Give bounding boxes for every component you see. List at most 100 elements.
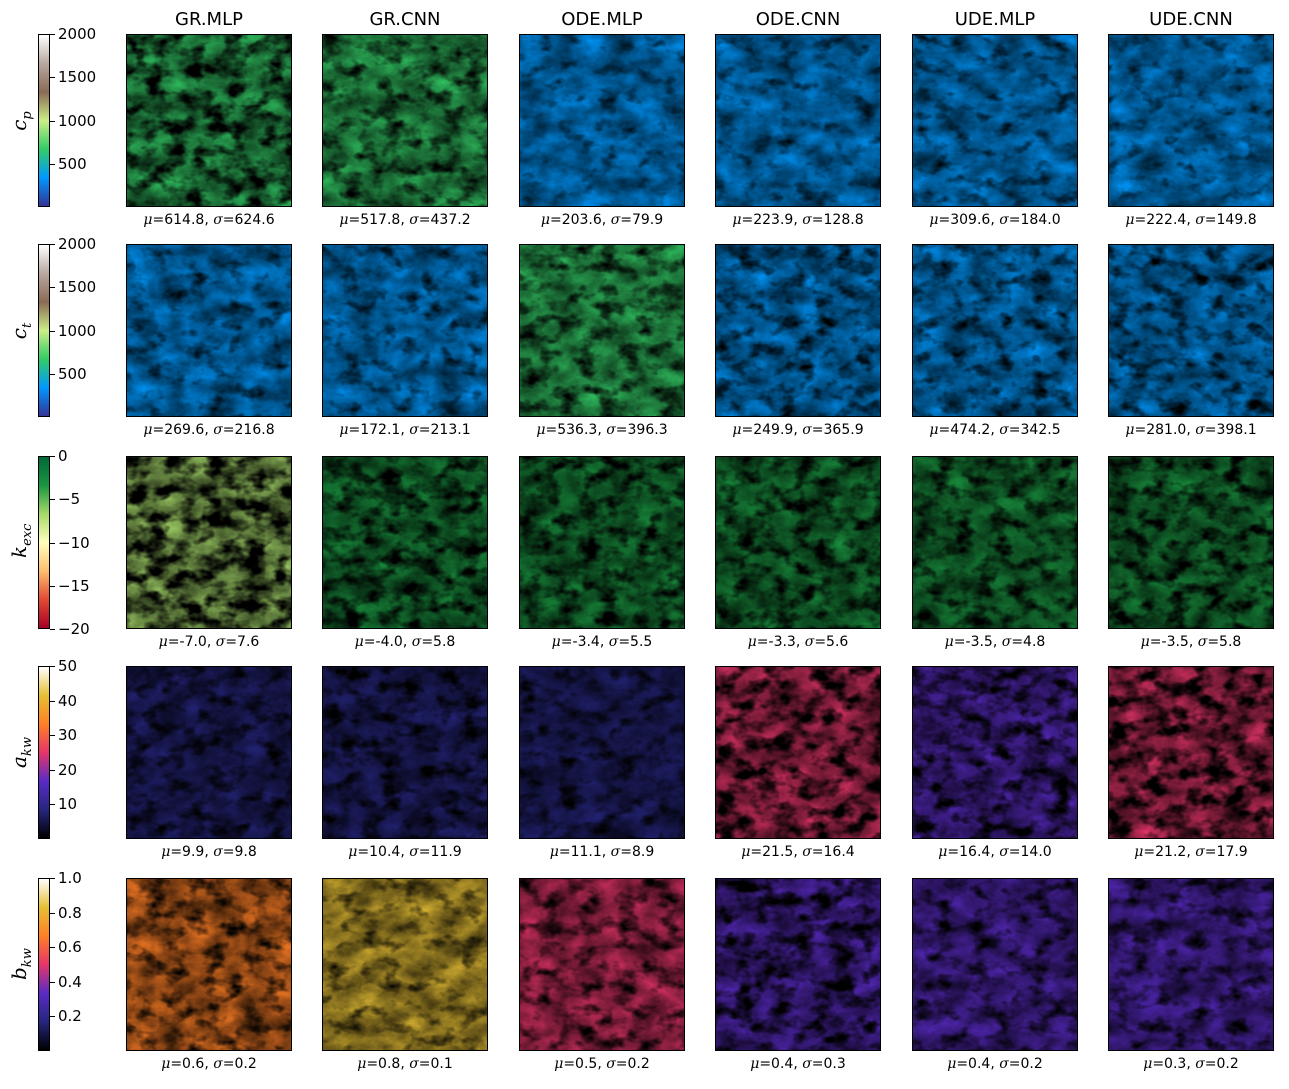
std-value: 149.8 — [1216, 212, 1257, 228]
colorbar-tick: 20 — [50, 760, 77, 780]
mean-value: -4.0 — [375, 634, 403, 650]
row-label: kexc — [7, 523, 35, 558]
stat-label: μ=614.8, σ=624.6 — [143, 212, 275, 228]
colorbar-tick: 0 — [50, 446, 68, 466]
stat-label: μ=-3.5, σ=5.8 — [1140, 634, 1242, 650]
heatmap-panel — [519, 244, 685, 417]
heatmap-panel — [519, 666, 685, 839]
row-label: cp — [7, 106, 35, 136]
heatmap-panel — [715, 878, 881, 1051]
stat-label: μ=0.4, σ=0.2 — [947, 1056, 1043, 1072]
colorbar-tick-label: −20 — [58, 620, 90, 638]
column-title: UDE.MLP — [954, 9, 1036, 30]
mean-value: 249.9 — [753, 422, 794, 438]
row-label-sub: exc — [20, 523, 35, 546]
stat-label: μ=281.0, σ=398.1 — [1125, 422, 1257, 438]
heatmap-texture-high — [716, 245, 880, 416]
heatmap-texture-high — [323, 245, 487, 416]
heatmap-texture-high — [913, 35, 1077, 206]
mu-symbol: μ — [1140, 634, 1150, 650]
std-value: 17.9 — [1216, 844, 1248, 860]
heatmap-texture-high — [127, 35, 291, 206]
std-value: 216.8 — [234, 422, 275, 438]
std-value: 0.1 — [430, 1056, 453, 1072]
mu-symbol: μ — [944, 634, 954, 650]
sigma-symbol: σ — [802, 212, 812, 228]
colorbar-tick-label: 1500 — [58, 278, 97, 297]
heatmap-texture-high — [716, 35, 880, 206]
colorbar-tick: 0.6 — [50, 937, 82, 957]
mean-value: 309.6 — [950, 212, 991, 228]
heatmap-texture-high — [1109, 457, 1273, 628]
colorbar-tick: 0.4 — [50, 972, 82, 992]
mu-symbol: μ — [732, 212, 742, 228]
mu-symbol: μ — [348, 844, 358, 860]
mean-value: -3.5 — [965, 634, 993, 650]
heatmap-panel — [1108, 244, 1274, 417]
std-value: 7.6 — [237, 634, 260, 650]
heatmap-panel — [519, 878, 685, 1051]
mu-symbol: μ — [747, 634, 757, 650]
std-value: 5.8 — [1219, 634, 1242, 650]
std-value: 0.2 — [1020, 1056, 1043, 1072]
colorbar-tick: 40 — [50, 691, 77, 711]
mean-value: 11.1 — [570, 844, 602, 860]
colorbar-tick-label: 2000 — [58, 25, 97, 43]
row-label-main: k — [7, 545, 31, 558]
mu-symbol: μ — [540, 212, 550, 228]
heatmap-texture-high — [323, 879, 487, 1050]
heatmap-panel — [715, 244, 881, 417]
heatmap-texture-high — [1109, 245, 1273, 416]
heatmap-panel — [322, 878, 488, 1051]
colorbar-tick: −20 — [50, 619, 90, 639]
mean-value: -7.0 — [179, 634, 207, 650]
std-value: 14.0 — [1020, 844, 1052, 860]
mu-symbol: μ — [1125, 422, 1135, 438]
sigma-symbol: σ — [802, 422, 812, 438]
std-value: 0.2 — [234, 1056, 257, 1072]
mean-value: 474.2 — [950, 422, 991, 438]
sigma-symbol: σ — [804, 634, 815, 650]
heatmap-panel — [715, 666, 881, 839]
mu-symbol: μ — [339, 422, 349, 438]
colorbar-tick-label: −10 — [58, 533, 90, 552]
std-value: 5.5 — [630, 634, 653, 650]
colorbar — [38, 456, 50, 629]
std-value: 0.2 — [627, 1056, 650, 1072]
stat-label: μ=11.1, σ=8.9 — [549, 844, 655, 860]
colorbar-tick: 50 — [50, 656, 77, 676]
mean-value: 9.9 — [182, 844, 205, 860]
stat-label: μ=269.6, σ=216.8 — [143, 422, 275, 438]
mu-symbol: μ — [357, 1056, 367, 1072]
colorbar-tick-label: 0 — [58, 447, 68, 465]
stat-label: μ=474.2, σ=342.5 — [929, 422, 1061, 438]
std-value: 8.9 — [631, 844, 655, 860]
sigma-symbol: σ — [999, 212, 1009, 228]
row-label-main: c — [7, 119, 31, 131]
heatmap-panel — [322, 456, 488, 629]
colorbar — [38, 244, 50, 417]
sigma-symbol: σ — [1195, 844, 1205, 860]
mu-symbol: μ — [554, 1056, 564, 1072]
heatmap-panel — [126, 878, 292, 1051]
colorbar-tick: 0.2 — [50, 1006, 82, 1026]
heatmap-texture-high — [1109, 35, 1273, 206]
stat-label: μ=-4.0, σ=5.8 — [354, 634, 456, 650]
std-value: 184.0 — [1020, 212, 1061, 228]
colorbar-tick-label: 1000 — [58, 321, 97, 340]
mean-value: -3.4 — [572, 634, 600, 650]
column-title: ODE.CNN — [755, 9, 841, 30]
mu-symbol: μ — [750, 1056, 760, 1072]
heatmap-texture-high — [913, 667, 1077, 838]
std-value: 0.2 — [1216, 1056, 1239, 1072]
sigma-symbol: σ — [802, 844, 812, 860]
colorbar-tick-label: 0.4 — [58, 972, 82, 991]
mu-symbol: μ — [1134, 844, 1144, 860]
row-label-main: b — [7, 966, 31, 980]
colorbar-tick-label: 10 — [58, 795, 78, 814]
column-title: GR.CNN — [369, 9, 441, 30]
std-value: 128.8 — [823, 212, 864, 228]
stat-label: μ=203.6, σ=79.9 — [540, 212, 664, 228]
mean-value: 517.8 — [360, 212, 401, 228]
stat-label: μ=9.9, σ=9.8 — [161, 844, 257, 860]
